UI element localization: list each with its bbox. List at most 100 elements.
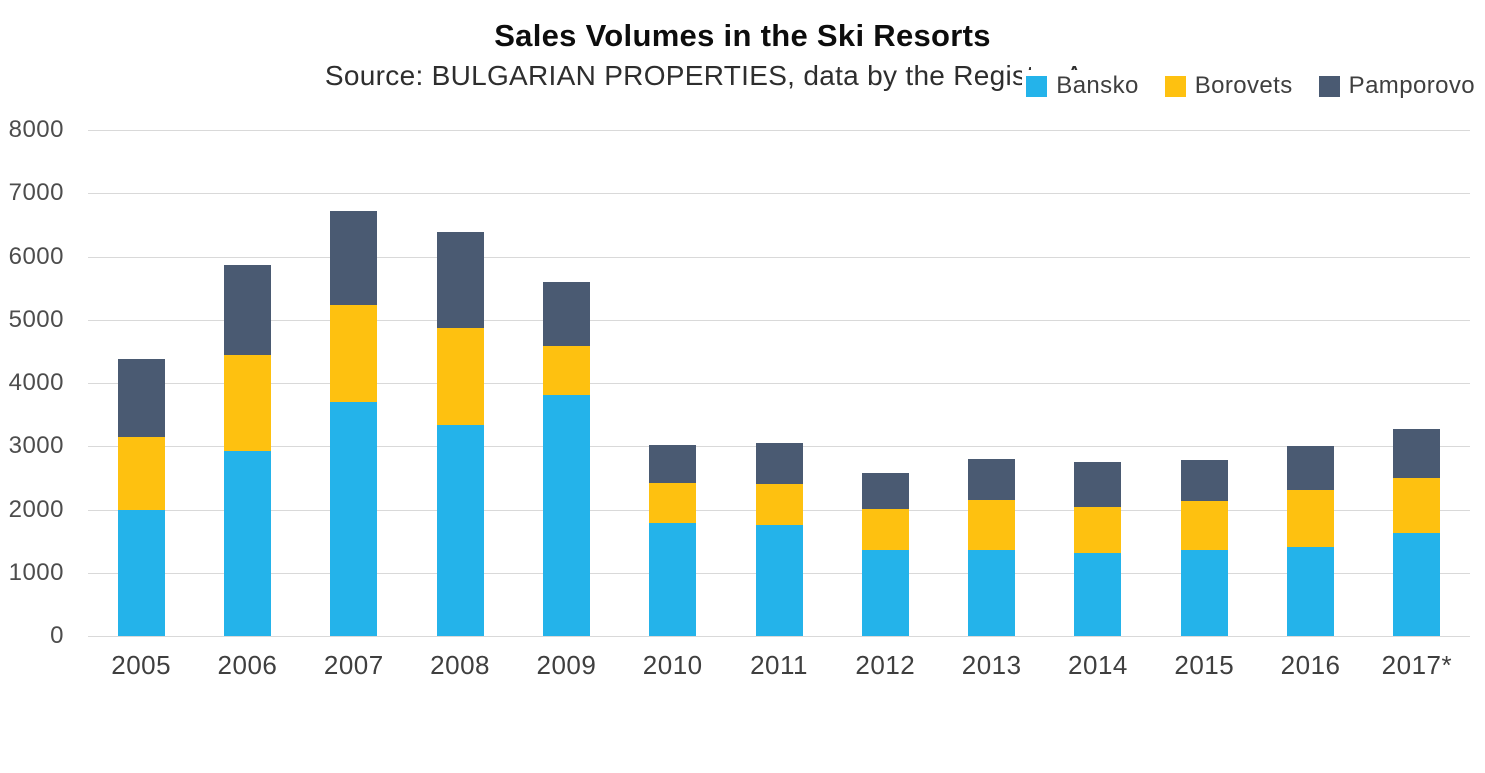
bar-segment-bansko (117, 509, 165, 636)
bar-segment-bansko (330, 401, 378, 636)
bar-segment-pamporovo (1287, 446, 1335, 490)
bar-segment-bansko (649, 522, 697, 636)
y-tick-label: 8000 (8, 116, 64, 143)
bar-segment-borovets (117, 436, 165, 510)
y-tick-label: 7000 (8, 179, 64, 207)
x-tick-label: 2017* (1381, 650, 1453, 680)
x-tick-label: 2005 (111, 650, 172, 680)
legend-label: Borovets (1194, 72, 1293, 99)
bar-stack (755, 130, 803, 636)
bar-column-2016 (1257, 130, 1363, 636)
bar-column-2015 (1151, 130, 1257, 636)
bar-column-2011 (726, 130, 832, 636)
gridline (88, 193, 1470, 195)
x-tick-label: 2015 (1174, 650, 1235, 680)
x-tick-label: 2008 (430, 650, 491, 680)
bar-stack (223, 130, 271, 636)
bar-segment-pamporovo (1393, 428, 1441, 478)
bar-stack (436, 130, 484, 636)
bar-segment-pamporovo (542, 281, 590, 346)
bar-stack (1287, 130, 1335, 636)
bar-column-2009 (513, 130, 619, 636)
bar-segment-bansko (1074, 553, 1122, 636)
gridline (88, 319, 1470, 321)
gridline (88, 256, 1470, 258)
bar-segment-pamporovo (1180, 460, 1228, 502)
bar-stack (968, 130, 1016, 636)
x-tick-label: 2006 (217, 650, 278, 680)
bar-segment-pamporovo (1074, 462, 1122, 507)
bar-segment-pamporovo (755, 443, 803, 485)
bar-stack (1074, 130, 1122, 636)
chart-subtitle: Source: BULGARIAN PROPERTIES, data by th… (324, 60, 1161, 91)
bar-segment-borovets (436, 328, 484, 426)
bar-stack (649, 130, 697, 636)
bar-segment-bansko (223, 451, 271, 636)
legend: Bansko Borovets Pamporovo (1022, 70, 1479, 102)
bar-segment-pamporovo (968, 458, 1016, 501)
y-tick-label: 6000 (8, 242, 64, 270)
bar-segment-pamporovo (861, 472, 909, 509)
legend-label: Pamporovo (1348, 72, 1475, 99)
bar-column-2005 (88, 130, 194, 636)
bar-segment-pamporovo (649, 445, 697, 483)
y-axis: 0 1000 2000 3000 4000 5000 6000 7000 8000 (0, 116, 78, 649)
bar-column-2012 (832, 130, 938, 636)
chart-header: Sales Volumes in the Ski Resorts Source:… (0, 0, 1485, 126)
bar-column-2013 (939, 130, 1045, 636)
bar-segment-bansko (1287, 546, 1335, 636)
x-tick-label: 2016 (1280, 650, 1341, 680)
bar-column-2014 (1045, 130, 1151, 636)
bar-stack (330, 130, 378, 636)
bars-layer (88, 130, 1470, 636)
legend-swatch-bansko (1026, 75, 1048, 97)
bar-column-2007 (301, 130, 407, 636)
bar-segment-borovets (542, 345, 590, 396)
bar-segment-pamporovo (436, 231, 484, 328)
x-tick-label: 2009 (536, 650, 597, 680)
bar-segment-bansko (968, 549, 1016, 636)
chart-title: Sales Volumes in the Ski Resorts (494, 18, 991, 53)
bar-segment-pamporovo (223, 265, 271, 355)
bar-stack (861, 130, 909, 636)
bar-column-2017 (1364, 130, 1470, 636)
bar-stack (117, 130, 165, 636)
bar-segment-bansko (1393, 532, 1441, 636)
x-tick-label: 2011 (750, 650, 808, 680)
y-tick-label: 3000 (8, 432, 64, 460)
bar-segment-borovets (1393, 477, 1441, 533)
x-tick-label: 2012 (855, 650, 916, 680)
bar-stack (542, 130, 590, 636)
y-tick-label: 4000 (8, 369, 64, 396)
bar-segment-bansko (755, 524, 803, 636)
bar-segment-borovets (223, 354, 271, 451)
bar-stack (1180, 130, 1228, 636)
bar-segment-borovets (1287, 489, 1335, 547)
bar-segment-borovets (968, 500, 1016, 550)
bar-segment-borovets (649, 482, 697, 523)
y-tick-label: 0 (50, 622, 64, 649)
legend-item-bansko: Bansko (1026, 72, 1138, 100)
plot-area (88, 130, 1470, 637)
bar-segment-borovets (1180, 501, 1228, 550)
bar-segment-borovets (1074, 506, 1122, 554)
bar-segment-borovets (755, 484, 803, 525)
x-tick-label: 2007 (323, 650, 384, 680)
legend-swatch-pamporovo (1318, 75, 1340, 97)
gridline (88, 636, 1470, 637)
bar-segment-borovets (861, 508, 909, 550)
bar-column-2010 (620, 130, 726, 636)
bar-segment-pamporovo (117, 358, 165, 437)
bar-column-2008 (407, 130, 513, 636)
y-tick-label: 5000 (8, 305, 64, 333)
x-tick-label: 2014 (1068, 650, 1128, 680)
legend-item-borovets: Borovets (1164, 72, 1293, 100)
bar-stack (1393, 130, 1441, 636)
bar-segment-bansko (1180, 549, 1228, 636)
bar-segment-bansko (542, 395, 590, 636)
legend-item-pamporovo: Pamporovo (1318, 72, 1475, 100)
bar-column-2006 (194, 130, 300, 636)
legend-label: Bansko (1056, 72, 1139, 99)
x-tick-label: 2013 (961, 650, 1022, 680)
